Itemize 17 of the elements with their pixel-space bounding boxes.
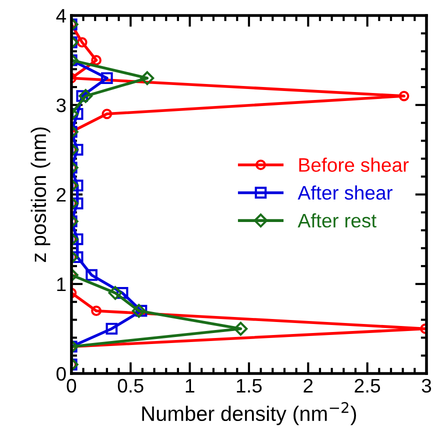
legend-label: After rest	[298, 213, 376, 228]
x-tick-label: 0.5	[118, 378, 144, 393]
y-tick-label: 1	[57, 278, 66, 292]
y-tick-label: 2	[56, 188, 66, 202]
x-tick-label: 2	[304, 378, 313, 392]
x-axis-title: Number density (nm$^{−2}$)	[142, 402, 356, 426]
y-axis-title: z position (nm)	[30, 127, 50, 262]
x-tick-label: 1.5	[236, 379, 262, 393]
legend-label: Before shear	[299, 158, 409, 172]
legend-label: After shear	[298, 185, 392, 200]
y-tick-label: 0	[56, 366, 66, 381]
x-tick-label: 3	[422, 378, 432, 393]
y-tick-label: 3	[56, 98, 66, 112]
y-tick-label: 4	[56, 9, 66, 23]
x-tick-label: 0	[66, 378, 76, 393]
x-tick-label: 1	[186, 379, 194, 392]
x-tick-label: 2.5	[354, 378, 380, 393]
